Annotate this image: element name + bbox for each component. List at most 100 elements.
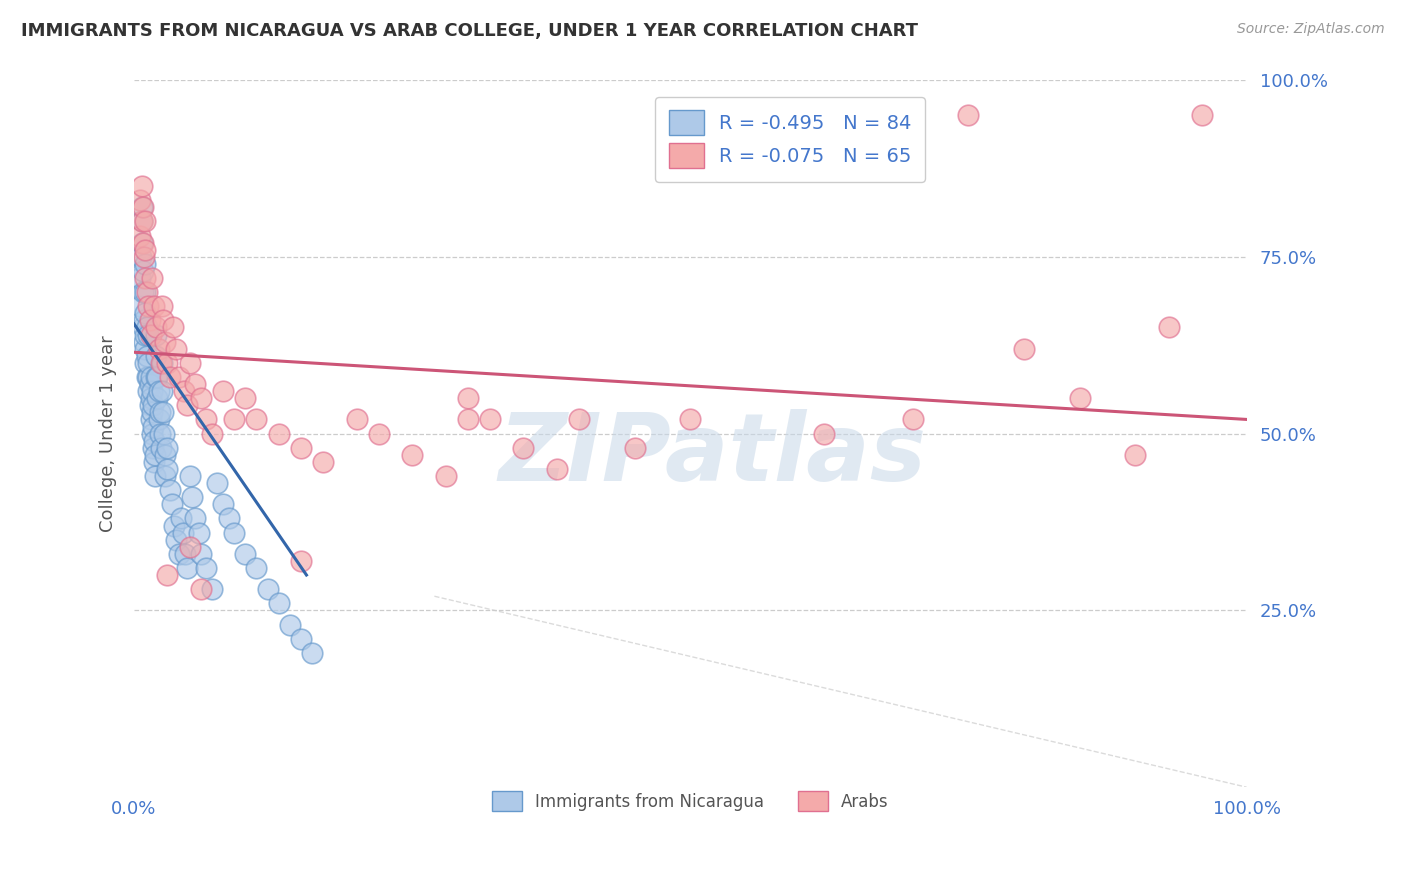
Point — [128, 193, 150, 207]
Point — [256, 582, 278, 596]
Point — [139, 327, 162, 342]
Point — [149, 356, 172, 370]
Point — [136, 349, 159, 363]
Point — [138, 313, 160, 327]
Point — [129, 250, 152, 264]
Point — [1069, 391, 1091, 405]
Point — [457, 391, 479, 405]
Point — [233, 391, 256, 405]
Point — [546, 462, 568, 476]
Point — [134, 306, 156, 320]
Point — [132, 320, 155, 334]
Point — [138, 299, 160, 313]
Point — [290, 554, 312, 568]
Point — [190, 582, 212, 596]
Point — [212, 497, 235, 511]
Point — [165, 342, 187, 356]
Point — [165, 533, 187, 547]
Point — [190, 391, 212, 405]
Point — [132, 285, 155, 300]
Point — [134, 257, 156, 271]
Point — [138, 370, 160, 384]
Point — [142, 419, 165, 434]
Point — [218, 511, 240, 525]
Point — [143, 455, 166, 469]
Point — [136, 320, 159, 334]
Point — [145, 327, 167, 342]
Point — [212, 384, 235, 399]
Point — [148, 342, 170, 356]
Point — [156, 568, 179, 582]
Point — [201, 582, 224, 596]
Point — [150, 384, 173, 399]
Point — [245, 412, 267, 426]
Point — [401, 448, 423, 462]
Point — [568, 412, 591, 426]
Point — [134, 356, 156, 370]
Point — [148, 384, 170, 399]
Point — [153, 334, 176, 349]
Point — [156, 462, 179, 476]
Point — [145, 349, 167, 363]
Point — [134, 285, 156, 300]
Point — [141, 384, 163, 399]
Point — [195, 561, 218, 575]
Point — [224, 525, 246, 540]
Point — [153, 448, 176, 462]
Point — [813, 426, 835, 441]
Point — [173, 384, 195, 399]
Point — [207, 476, 229, 491]
Point — [128, 271, 150, 285]
Point — [1012, 342, 1035, 356]
Point — [160, 497, 183, 511]
Point — [1191, 108, 1213, 122]
Point — [434, 469, 457, 483]
Point — [143, 299, 166, 313]
Point — [152, 405, 174, 419]
Point — [145, 370, 167, 384]
Point — [145, 320, 167, 334]
Point — [134, 243, 156, 257]
Point — [346, 412, 368, 426]
Point — [134, 271, 156, 285]
Point — [138, 356, 160, 370]
Point — [159, 483, 181, 497]
Point — [301, 646, 323, 660]
Point — [146, 370, 169, 384]
Point — [163, 518, 186, 533]
Point — [174, 547, 197, 561]
Point — [1123, 448, 1146, 462]
Point — [184, 511, 207, 525]
Point — [139, 391, 162, 405]
Point — [152, 313, 174, 327]
Point — [179, 540, 201, 554]
Point — [142, 441, 165, 455]
Point — [176, 398, 198, 412]
Point — [141, 426, 163, 441]
Point — [172, 525, 194, 540]
Point — [139, 370, 162, 384]
Point — [138, 398, 160, 412]
Point — [128, 299, 150, 313]
Point — [131, 214, 153, 228]
Point — [136, 370, 159, 384]
Point — [132, 264, 155, 278]
Point — [132, 200, 155, 214]
Point — [131, 200, 153, 214]
Point — [245, 561, 267, 575]
Point — [167, 547, 190, 561]
Point — [180, 490, 202, 504]
Point — [149, 405, 172, 419]
Text: IMMIGRANTS FROM NICARAGUA VS ARAB COLLEGE, UNDER 1 YEAR CORRELATION CHART: IMMIGRANTS FROM NICARAGUA VS ARAB COLLEG… — [21, 22, 918, 40]
Point — [131, 179, 153, 194]
Point — [132, 235, 155, 250]
Point — [195, 412, 218, 426]
Point — [457, 412, 479, 426]
Point — [187, 525, 209, 540]
Point — [143, 434, 166, 448]
Point — [150, 299, 173, 313]
Point — [139, 412, 162, 426]
Legend: Immigrants from Nicaragua, Arabs: Immigrants from Nicaragua, Arabs — [478, 778, 901, 825]
Point — [290, 632, 312, 646]
Point — [170, 511, 193, 525]
